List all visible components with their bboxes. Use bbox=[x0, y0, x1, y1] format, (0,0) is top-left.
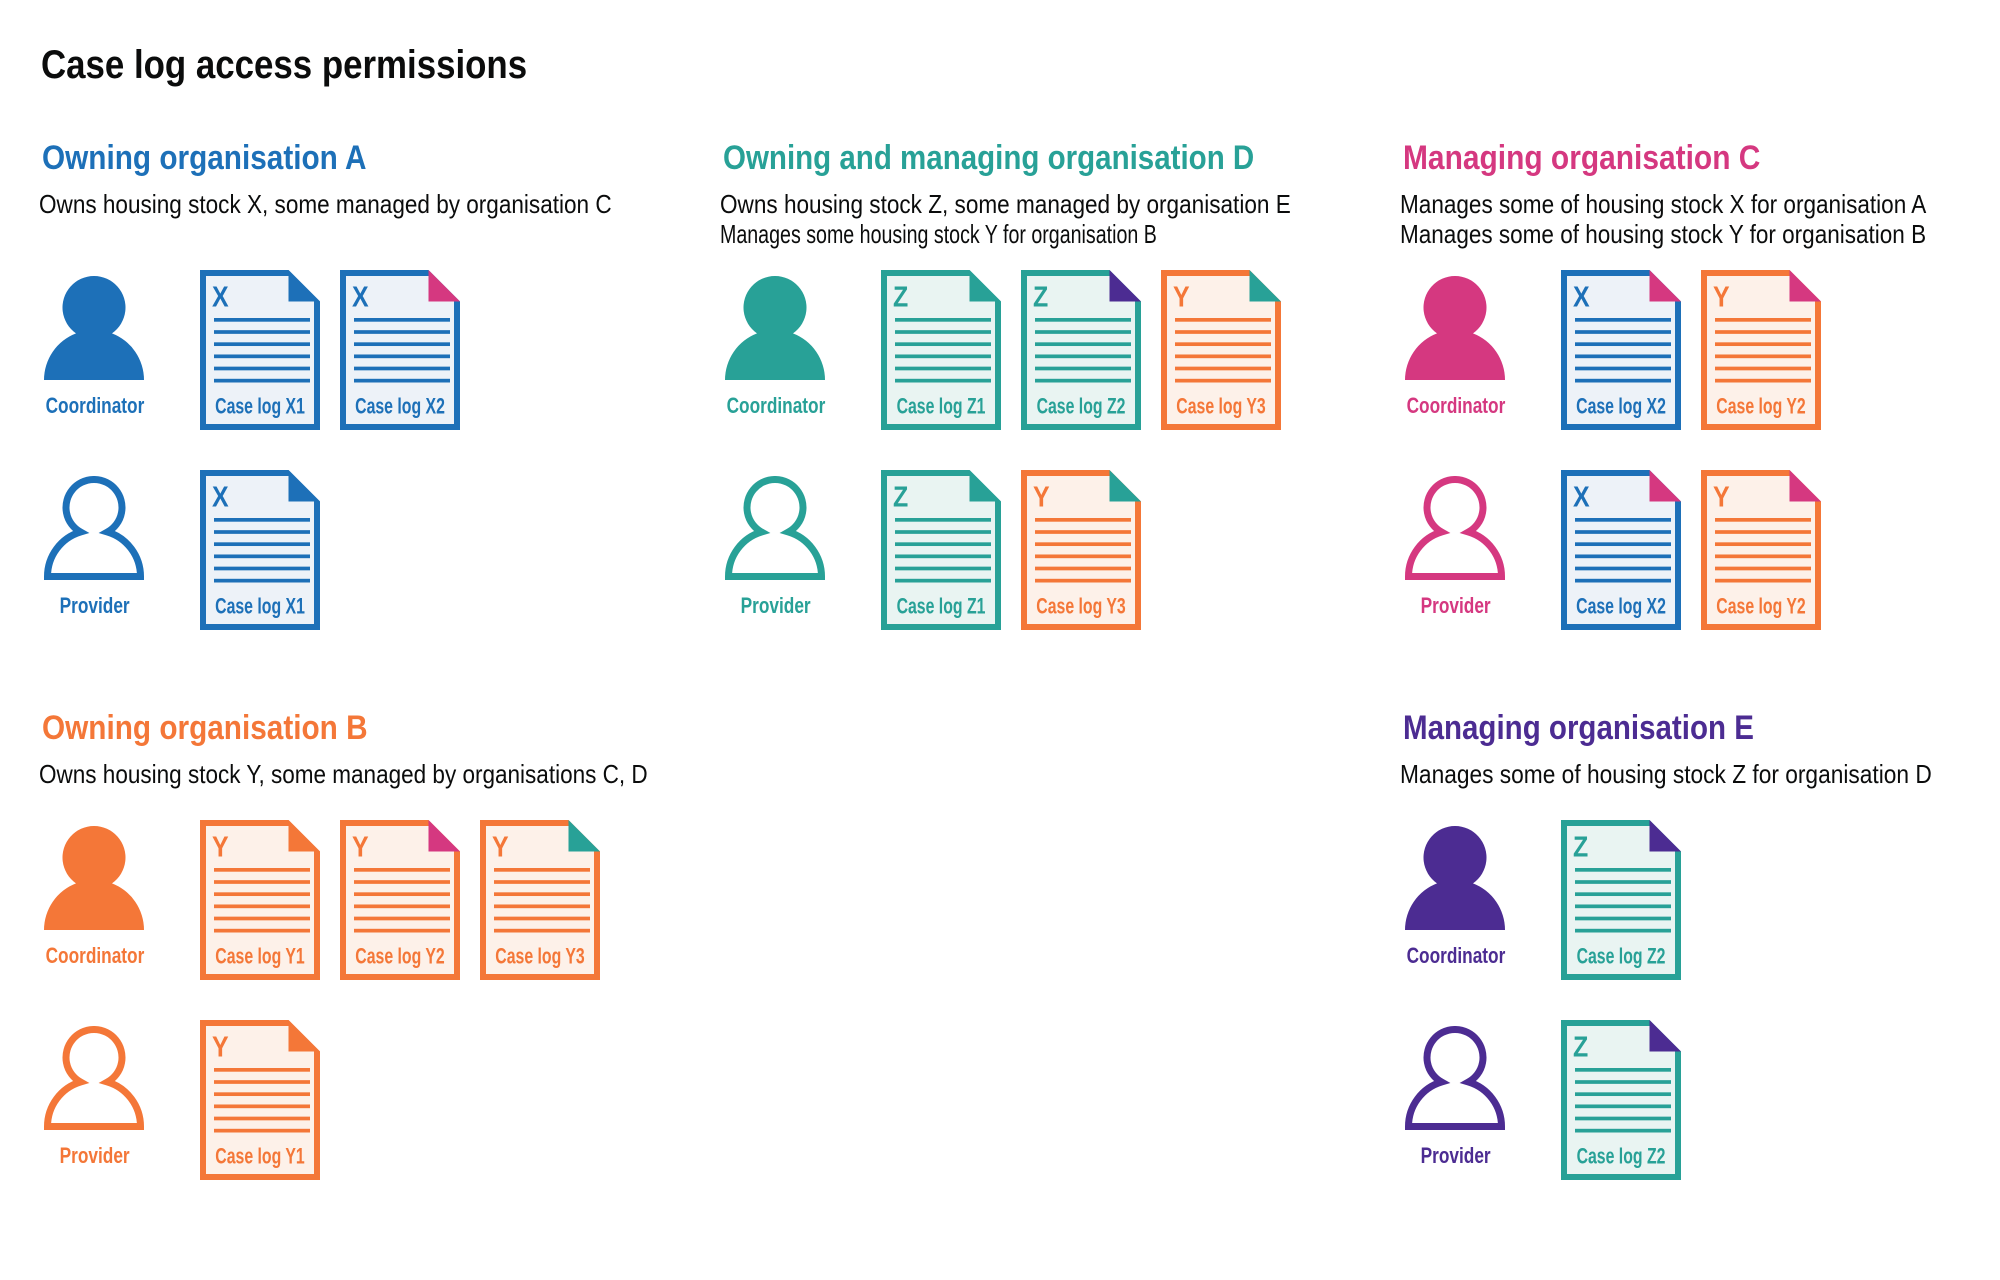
svg-text:Y: Y bbox=[212, 1031, 229, 1063]
svg-text:Y: Y bbox=[1713, 481, 1730, 513]
svg-text:Case log Y2: Case log Y2 bbox=[1716, 595, 1805, 619]
svg-text:Y: Y bbox=[352, 831, 369, 863]
svg-text:Case log X2: Case log X2 bbox=[1576, 395, 1666, 419]
svg-text:Case log Z2: Case log Z2 bbox=[1577, 945, 1666, 969]
svg-text:Y: Y bbox=[212, 831, 229, 863]
svg-text:Case log Y1: Case log Y1 bbox=[215, 945, 305, 969]
svg-text:X: X bbox=[212, 281, 229, 313]
svg-text:Case log Y3: Case log Y3 bbox=[495, 945, 584, 969]
svg-text:Case log Z2: Case log Z2 bbox=[1577, 1145, 1666, 1169]
svg-text:Case log Z1: Case log Z1 bbox=[897, 595, 986, 619]
svg-text:Case log Z1: Case log Z1 bbox=[897, 395, 986, 419]
svg-text:Case log X2: Case log X2 bbox=[355, 395, 445, 419]
svg-text:Case log Y3: Case log Y3 bbox=[1036, 595, 1125, 619]
svg-text:Case log Z2: Case log Z2 bbox=[1037, 395, 1126, 419]
svg-text:Z: Z bbox=[893, 481, 908, 513]
svg-text:Case log X1: Case log X1 bbox=[215, 595, 305, 619]
svg-text:X: X bbox=[1573, 481, 1590, 513]
svg-text:Case log X2: Case log X2 bbox=[1576, 595, 1666, 619]
svg-text:Z: Z bbox=[1573, 1031, 1588, 1063]
svg-text:Z: Z bbox=[1573, 831, 1588, 863]
svg-text:Case log Y3: Case log Y3 bbox=[1176, 395, 1265, 419]
svg-text:Y: Y bbox=[492, 831, 509, 863]
svg-text:Case log Y1: Case log Y1 bbox=[215, 1145, 305, 1169]
svg-text:Y: Y bbox=[1173, 281, 1190, 313]
svg-text:X: X bbox=[212, 481, 229, 513]
svg-text:Z: Z bbox=[893, 281, 908, 313]
svg-text:X: X bbox=[1573, 281, 1590, 313]
svg-text:Case log Y2: Case log Y2 bbox=[355, 945, 444, 969]
svg-text:Z: Z bbox=[1033, 281, 1048, 313]
svg-text:Y: Y bbox=[1033, 481, 1050, 513]
svg-text:Case log Y2: Case log Y2 bbox=[1716, 395, 1805, 419]
svg-text:Case log X1: Case log X1 bbox=[215, 395, 305, 419]
svg-text:Y: Y bbox=[1713, 281, 1730, 313]
svg-text:X: X bbox=[352, 281, 369, 313]
